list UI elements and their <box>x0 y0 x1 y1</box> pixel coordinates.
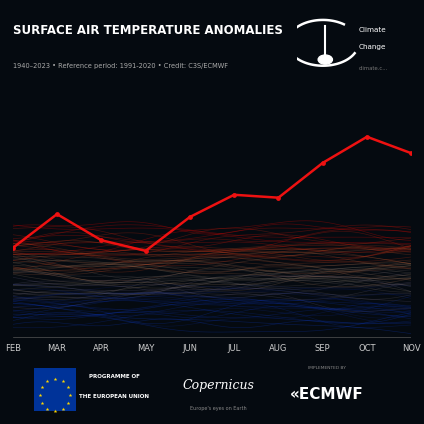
Circle shape <box>318 55 332 64</box>
Text: JUL: JUL <box>228 344 241 353</box>
Text: SEP: SEP <box>315 344 331 353</box>
Text: NOV: NOV <box>402 344 421 353</box>
Text: THE EUROPEAN UNION: THE EUROPEAN UNION <box>79 393 150 399</box>
Text: IMPLEMENTED BY: IMPLEMENTED BY <box>307 366 346 370</box>
Point <box>187 214 193 220</box>
Text: FEB: FEB <box>5 344 21 353</box>
Point <box>408 150 415 156</box>
Text: PROGRAMME OF: PROGRAMME OF <box>89 374 140 379</box>
Text: Climate: Climate <box>359 27 386 33</box>
Text: MAR: MAR <box>47 344 67 353</box>
Point <box>275 194 282 201</box>
Point <box>364 134 371 140</box>
FancyBboxPatch shape <box>34 368 76 411</box>
Text: APR: APR <box>93 344 110 353</box>
Text: «ECMWF: «ECMWF <box>290 387 363 402</box>
Text: MAY: MAY <box>137 344 154 353</box>
Point <box>98 237 105 244</box>
Point <box>9 245 16 251</box>
Text: OCT: OCT <box>358 344 376 353</box>
Text: Copernicus: Copernicus <box>182 379 254 392</box>
Point <box>319 159 326 166</box>
Text: Europe's eyes on Earth: Europe's eyes on Earth <box>190 406 247 411</box>
Text: SURFACE AIR TEMPERATURE ANOMALIES: SURFACE AIR TEMPERATURE ANOMALIES <box>13 24 282 37</box>
Point <box>142 248 149 254</box>
Text: JUN: JUN <box>182 344 197 353</box>
Point <box>231 191 237 198</box>
Point <box>53 211 60 218</box>
Text: Change: Change <box>359 44 386 50</box>
Text: climate.c...: climate.c... <box>359 66 388 70</box>
Text: AUG: AUG <box>269 344 287 353</box>
Text: 1940–2023 • Reference period: 1991-2020 • Credit: C3S/ECMWF: 1940–2023 • Reference period: 1991-2020 … <box>13 64 228 70</box>
